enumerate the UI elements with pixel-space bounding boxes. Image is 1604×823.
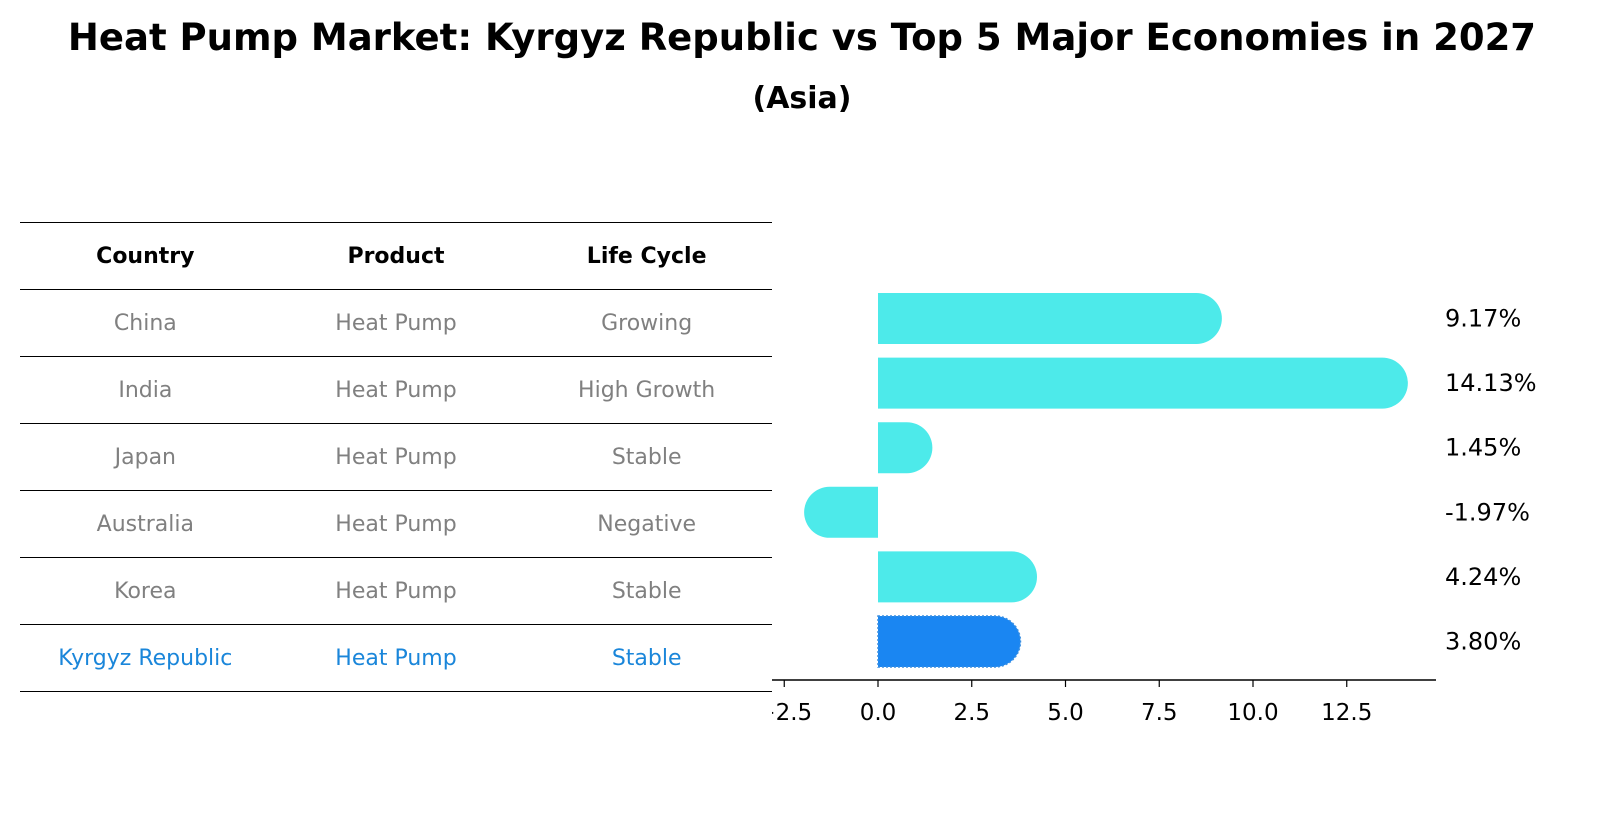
x-tick-label: 5.0 (1047, 700, 1084, 726)
cell-country: Kyrgyz Republic (20, 624, 271, 692)
bar-value-label: 4.24% (1445, 563, 1521, 591)
cell-product: Heat Pump (270, 423, 522, 491)
cell-product: Heat Pump (270, 557, 522, 625)
bar-value-label: 3.80% (1445, 628, 1521, 656)
table-row: China Heat Pump Growing (20, 289, 772, 357)
header-country: Country (20, 222, 271, 290)
cell-life-cycle: Growing (521, 289, 772, 357)
cell-country: Japan (20, 423, 271, 491)
x-tick-label: −2.5 (772, 700, 812, 726)
bar-kyrgyz-republic (877, 615, 1022, 668)
bar-value-label: 14.13% (1445, 369, 1537, 397)
cell-life-cycle: Stable (521, 624, 772, 692)
table-row: Australia Heat Pump Negative (20, 490, 772, 558)
cell-product: Heat Pump (270, 289, 522, 357)
x-tick-label: 0.0 (860, 700, 897, 726)
cell-country: Korea (20, 557, 271, 625)
bar-india (878, 357, 1408, 409)
bar-australia (804, 486, 878, 538)
cell-country: Australia (20, 490, 271, 558)
cell-life-cycle: Stable (521, 557, 772, 625)
chart-title: Heat Pump Market: Kyrgyz Republic vs Top… (67, 16, 1537, 59)
cell-country: India (20, 356, 271, 424)
header-life-cycle: Life Cycle (521, 222, 772, 290)
cell-product: Heat Pump (270, 624, 522, 692)
bar-japan (878, 422, 933, 474)
x-tick-label: 2.5 (953, 700, 990, 726)
bar-value-label: -1.97% (1445, 498, 1530, 526)
table-row-highlighted: Kyrgyz Republic Heat Pump Stable (20, 624, 772, 692)
cell-product: Heat Pump (270, 356, 522, 424)
x-tick-label: 7.5 (1141, 700, 1178, 726)
table-row: Japan Heat Pump Stable (20, 423, 772, 491)
bar-value-label: 9.17% (1445, 305, 1521, 333)
chart-subtitle: (Asia) (752, 81, 852, 116)
bar-china (878, 293, 1222, 344)
bar-value-label: 1.45% (1445, 434, 1521, 462)
cell-product: Heat Pump (270, 490, 522, 558)
header-product: Product (270, 222, 522, 290)
cell-life-cycle: Negative (521, 490, 772, 558)
bar-korea (878, 551, 1037, 603)
table-header-row: Country Product Life Cycle (20, 222, 772, 290)
summary-table: Country Product Life Cycle China Heat Pu… (20, 222, 772, 692)
x-tick-label: 12.5 (1321, 700, 1372, 726)
cell-life-cycle: Stable (521, 423, 772, 491)
table-row: India Heat Pump High Growth (20, 356, 772, 424)
cell-country: China (20, 289, 271, 357)
x-tick-label: 10.0 (1227, 700, 1278, 726)
cell-life-cycle: High Growth (521, 356, 772, 424)
growth-bar-chart: 9.17% 14.13% 1.45% -1.97% 4.24% 3.80% −2.5 0.0 2… (772, 293, 1537, 726)
table-row: Korea Heat Pump Stable (20, 557, 772, 625)
